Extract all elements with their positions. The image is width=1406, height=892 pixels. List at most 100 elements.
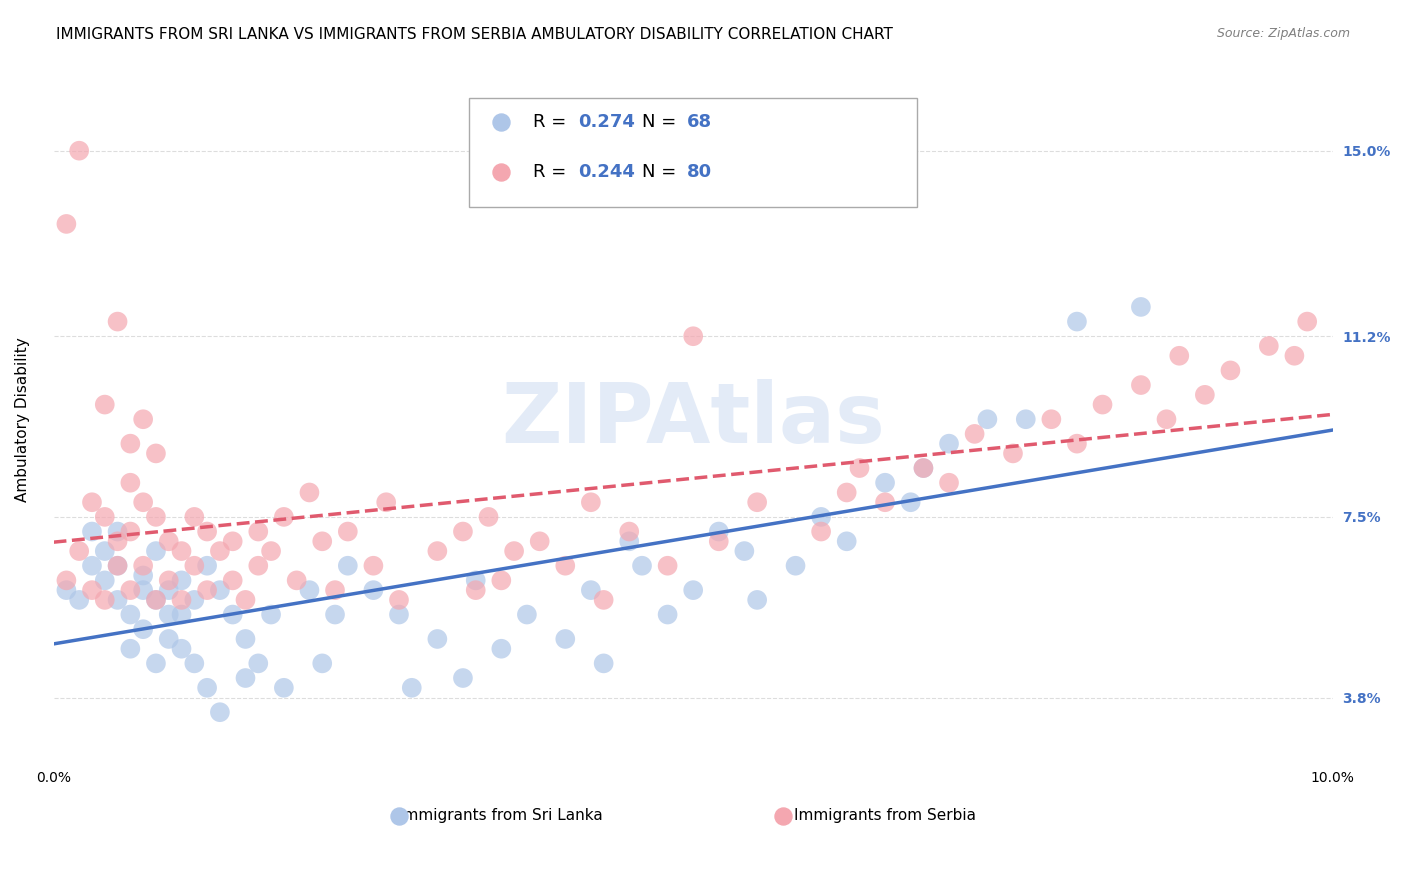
- Immigrants from Serbia: [94, 509, 117, 524]
- Immigrants from Serbia: [848, 461, 870, 475]
- Immigrants from Sri Lanka: [451, 671, 474, 685]
- Immigrants from Sri Lanka: [323, 607, 346, 622]
- Immigrants from Sri Lanka: [107, 593, 129, 607]
- Text: Immigrants from Sri Lanka: Immigrants from Sri Lanka: [399, 808, 603, 823]
- Immigrants from Sri Lanka: [170, 574, 193, 588]
- Immigrants from Sri Lanka: [132, 568, 155, 582]
- Immigrants from Serbia: [1156, 412, 1178, 426]
- Text: 68: 68: [686, 113, 711, 131]
- Immigrants from Sri Lanka: [619, 534, 641, 549]
- Immigrants from Serbia: [145, 509, 167, 524]
- Immigrants from Sri Lanka: [464, 574, 486, 588]
- Immigrants from Serbia: [477, 509, 499, 524]
- Immigrants from Sri Lanka: [900, 495, 922, 509]
- Immigrants from Serbia: [810, 524, 832, 539]
- Immigrants from Sri Lanka: [657, 607, 679, 622]
- Immigrants from Serbia: [132, 558, 155, 573]
- Text: 80: 80: [686, 162, 711, 181]
- Immigrants from Serbia: [260, 544, 283, 558]
- Immigrants from Sri Lanka: [235, 632, 257, 646]
- Immigrants from Sri Lanka: [388, 607, 411, 622]
- Immigrants from Serbia: [707, 534, 730, 549]
- Immigrants from Sri Lanka: [938, 436, 960, 450]
- Immigrants from Sri Lanka: [247, 657, 270, 671]
- Text: 0.244: 0.244: [578, 162, 636, 181]
- Immigrants from Serbia: [657, 558, 679, 573]
- Immigrants from Sri Lanka: [132, 583, 155, 598]
- Immigrants from Serbia: [1066, 436, 1088, 450]
- Immigrants from Serbia: [107, 315, 129, 329]
- Immigrants from Sri Lanka: [170, 607, 193, 622]
- Immigrants from Sri Lanka: [298, 583, 321, 598]
- Immigrants from Sri Lanka: [835, 534, 858, 549]
- Immigrants from Sri Lanka: [132, 622, 155, 636]
- Text: N =: N =: [643, 113, 682, 131]
- Immigrants from Sri Lanka: [912, 461, 935, 475]
- Immigrants from Serbia: [80, 583, 103, 598]
- Immigrants from Sri Lanka: [170, 641, 193, 656]
- Immigrants from Serbia: [323, 583, 346, 598]
- Immigrants from Sri Lanka: [183, 593, 205, 607]
- Immigrants from Sri Lanka: [208, 705, 231, 719]
- Immigrants from Serbia: [873, 495, 896, 509]
- Immigrants from Sri Lanka: [707, 524, 730, 539]
- Immigrants from Sri Lanka: [183, 657, 205, 671]
- Immigrants from Sri Lanka: [426, 632, 449, 646]
- Immigrants from Serbia: [222, 534, 245, 549]
- Immigrants from Sri Lanka: [195, 558, 218, 573]
- Immigrants from Sri Lanka: [107, 558, 129, 573]
- Immigrants from Sri Lanka: [157, 632, 180, 646]
- Immigrants from Serbia: [120, 583, 142, 598]
- Immigrants from Serbia: [170, 544, 193, 558]
- Immigrants from Serbia: [747, 495, 769, 509]
- Immigrants from Serbia: [1194, 388, 1216, 402]
- Immigrants from Sri Lanka: [747, 593, 769, 607]
- Immigrants from Serbia: [388, 593, 411, 607]
- Immigrants from Serbia: [1040, 412, 1063, 426]
- Immigrants from Sri Lanka: [80, 524, 103, 539]
- Y-axis label: Ambulatory Disability: Ambulatory Disability: [15, 337, 30, 501]
- Immigrants from Sri Lanka: [785, 558, 807, 573]
- Immigrants from Serbia: [145, 446, 167, 460]
- Immigrants from Serbia: [247, 558, 270, 573]
- Immigrants from Serbia: [145, 593, 167, 607]
- Immigrants from Serbia: [132, 412, 155, 426]
- Immigrants from Serbia: [619, 524, 641, 539]
- Immigrants from Sri Lanka: [1015, 412, 1038, 426]
- Text: Source: ZipAtlas.com: Source: ZipAtlas.com: [1216, 27, 1350, 40]
- Immigrants from Sri Lanka: [55, 583, 77, 598]
- Immigrants from Sri Lanka: [120, 607, 142, 622]
- Immigrants from Serbia: [107, 534, 129, 549]
- Immigrants from Serbia: [375, 495, 398, 509]
- Immigrants from Serbia: [1168, 349, 1191, 363]
- Immigrants from Serbia: [183, 558, 205, 573]
- Immigrants from Serbia: [208, 544, 231, 558]
- Immigrants from Sri Lanka: [157, 583, 180, 598]
- Text: ZIPAtlas: ZIPAtlas: [502, 379, 886, 459]
- Immigrants from Sri Lanka: [145, 544, 167, 558]
- Immigrants from Serbia: [363, 558, 385, 573]
- Immigrants from Serbia: [285, 574, 308, 588]
- Immigrants from Sri Lanka: [554, 632, 576, 646]
- Immigrants from Sri Lanka: [235, 671, 257, 685]
- Immigrants from Serbia: [835, 485, 858, 500]
- Immigrants from Serbia: [963, 426, 986, 441]
- Immigrants from Serbia: [67, 144, 90, 158]
- Immigrants from Sri Lanka: [273, 681, 295, 695]
- Immigrants from Serbia: [503, 544, 526, 558]
- Immigrants from Sri Lanka: [401, 681, 423, 695]
- Immigrants from Serbia: [183, 509, 205, 524]
- Immigrants from Serbia: [912, 461, 935, 475]
- Immigrants from Serbia: [491, 574, 513, 588]
- Immigrants from Sri Lanka: [80, 558, 103, 573]
- Immigrants from Sri Lanka: [976, 412, 998, 426]
- Immigrants from Serbia: [55, 217, 77, 231]
- Immigrants from Serbia: [235, 593, 257, 607]
- Immigrants from Sri Lanka: [94, 574, 117, 588]
- Immigrants from Sri Lanka: [222, 607, 245, 622]
- Immigrants from Serbia: [247, 524, 270, 539]
- Immigrants from Sri Lanka: [810, 509, 832, 524]
- Immigrants from Sri Lanka: [516, 607, 538, 622]
- Immigrants from Serbia: [120, 475, 142, 490]
- Immigrants from Serbia: [1257, 339, 1279, 353]
